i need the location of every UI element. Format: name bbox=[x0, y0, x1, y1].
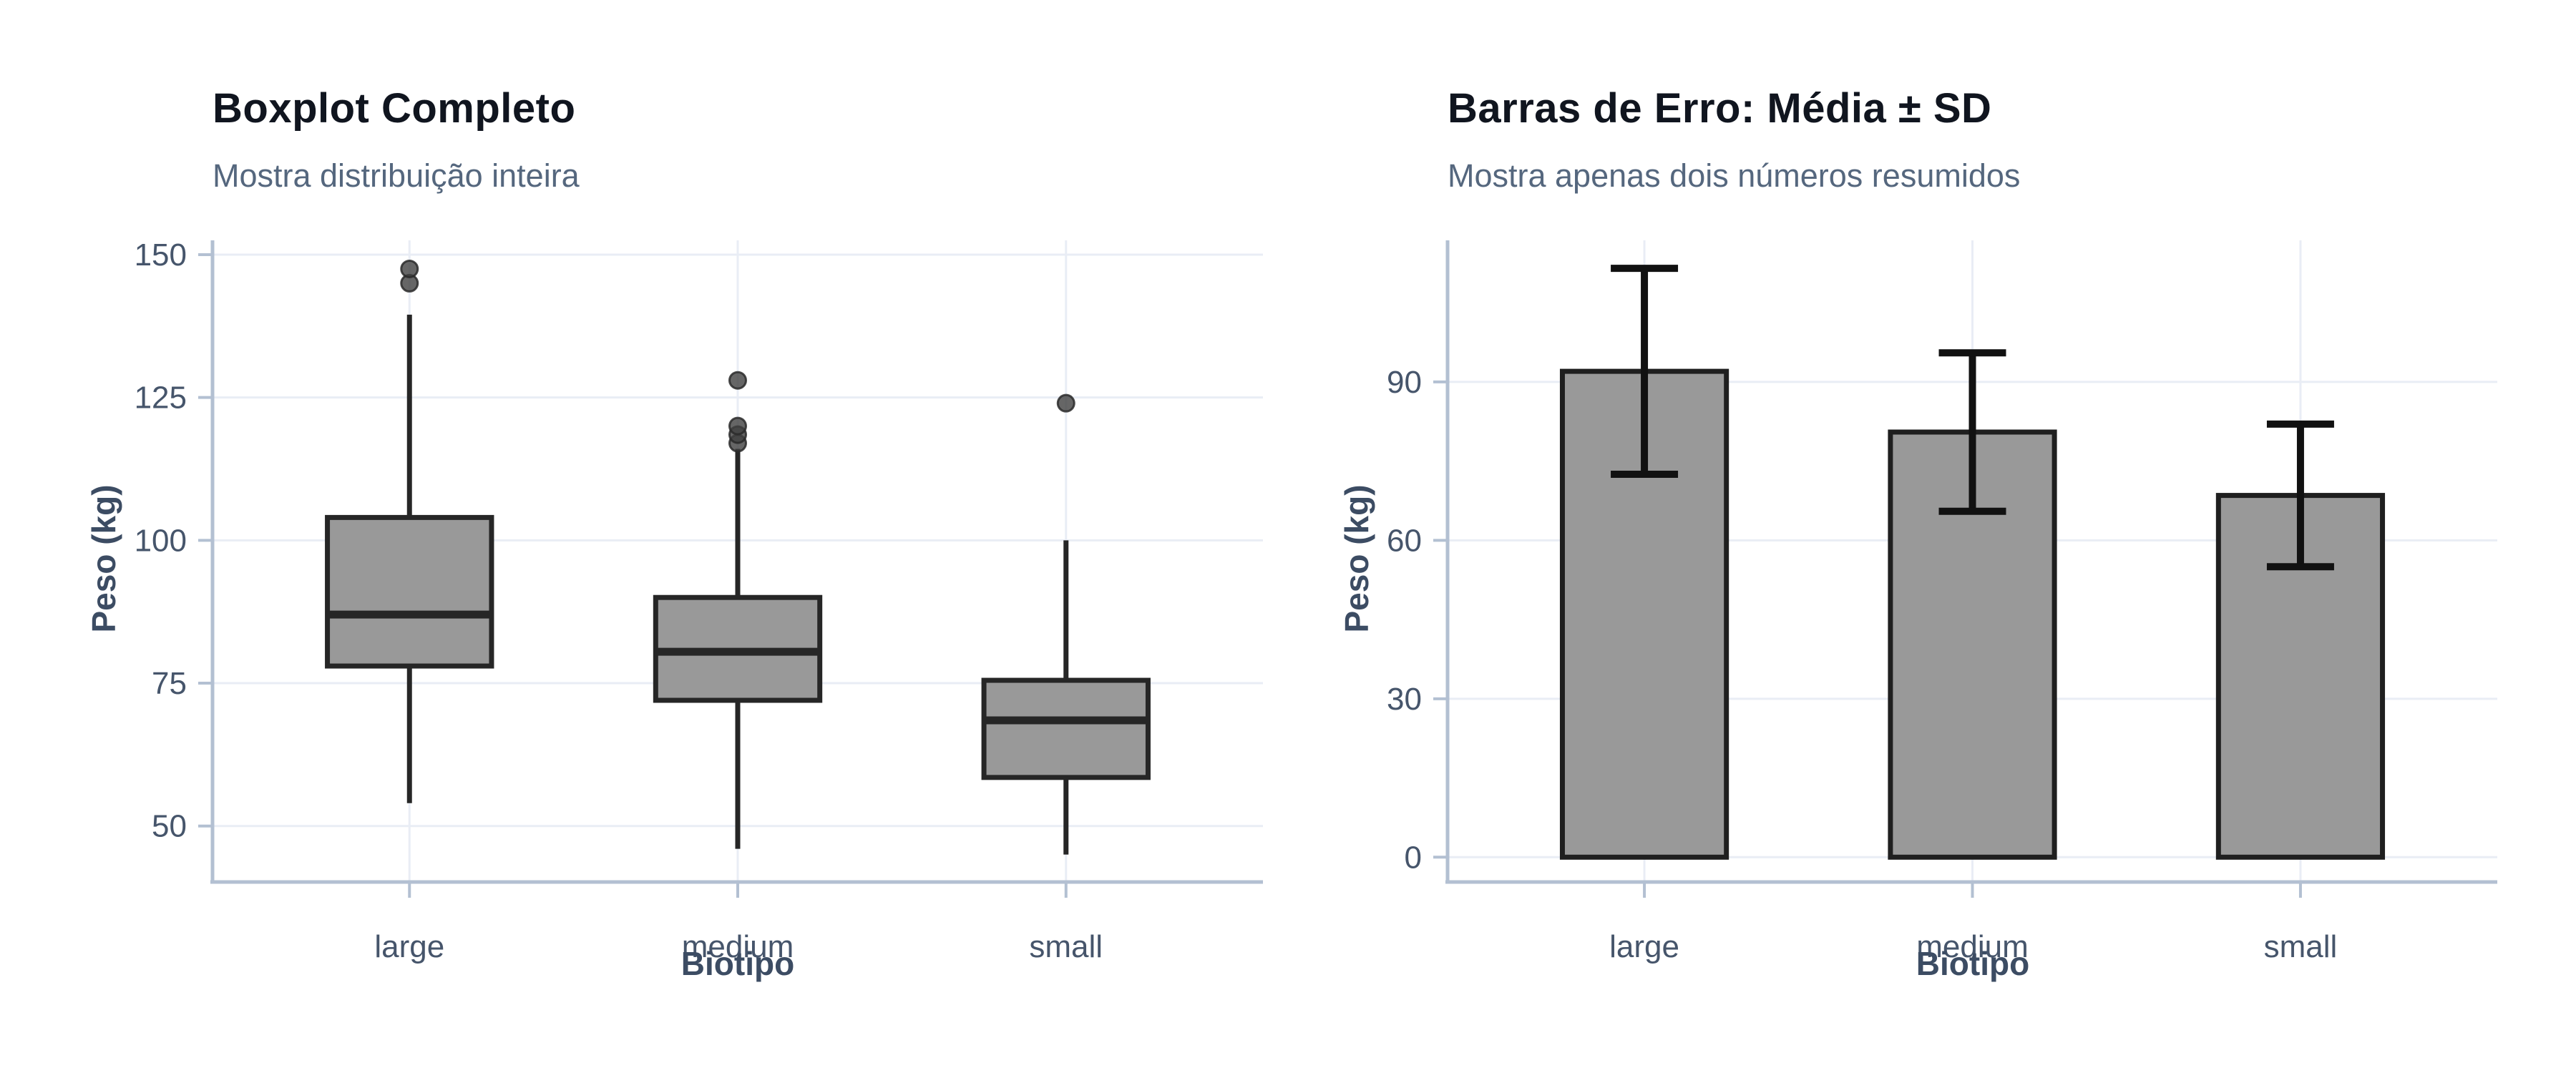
y-tick-label-125: 125 bbox=[135, 381, 187, 416]
box-small bbox=[981, 677, 1151, 780]
barplot-y-axis-title: Peso (kg) bbox=[1338, 484, 1375, 633]
barplot-x-axis-title: Biotipo bbox=[1916, 945, 2030, 982]
x-tick-label-medium: medium bbox=[1916, 929, 2029, 964]
x-tick-label-small: small bbox=[2264, 929, 2338, 964]
y-tick-label-90: 90 bbox=[1387, 365, 1422, 400]
y-tick-label-75: 75 bbox=[152, 666, 187, 701]
x-tick-label-medium: medium bbox=[682, 929, 794, 964]
barplot-panel: 0 30 60 90 large medium small bbox=[1387, 240, 2497, 964]
outlier-point-medium bbox=[728, 371, 747, 390]
outlier-point-small bbox=[1056, 393, 1075, 413]
y-tick-label-150: 150 bbox=[135, 237, 187, 273]
boxplot-x-axis-title: Biotipo bbox=[680, 945, 795, 982]
y-tick-label-100: 100 bbox=[135, 523, 187, 558]
y-tick-label-0: 0 bbox=[1405, 840, 1422, 875]
boxplot-title: Boxplot Completo bbox=[213, 85, 576, 132]
boxplot-y-axis-title: Peso (kg) bbox=[85, 484, 122, 633]
barplot-title: Barras de Erro: Média ± SD bbox=[1448, 85, 1992, 132]
y-tick-label-60: 60 bbox=[1387, 523, 1422, 558]
x-tick-label-small: small bbox=[1029, 929, 1103, 964]
box-large bbox=[325, 514, 494, 669]
x-tick-label-large: large bbox=[1609, 929, 1679, 964]
boxplot-panel: 50 75 100 125 150 large medium small bbox=[135, 237, 1263, 964]
y-tick-label-30: 30 bbox=[1387, 682, 1422, 717]
x-tick-label-large: large bbox=[374, 929, 444, 964]
outlier-point-large bbox=[400, 259, 419, 278]
outlier-point-medium bbox=[728, 416, 747, 436]
boxplot-subtitle: Mostra distribuição inteira bbox=[213, 157, 580, 194]
barplot-subtitle: Mostra apenas dois números resumidos bbox=[1448, 157, 2021, 194]
y-tick-label-50: 50 bbox=[152, 809, 187, 844]
